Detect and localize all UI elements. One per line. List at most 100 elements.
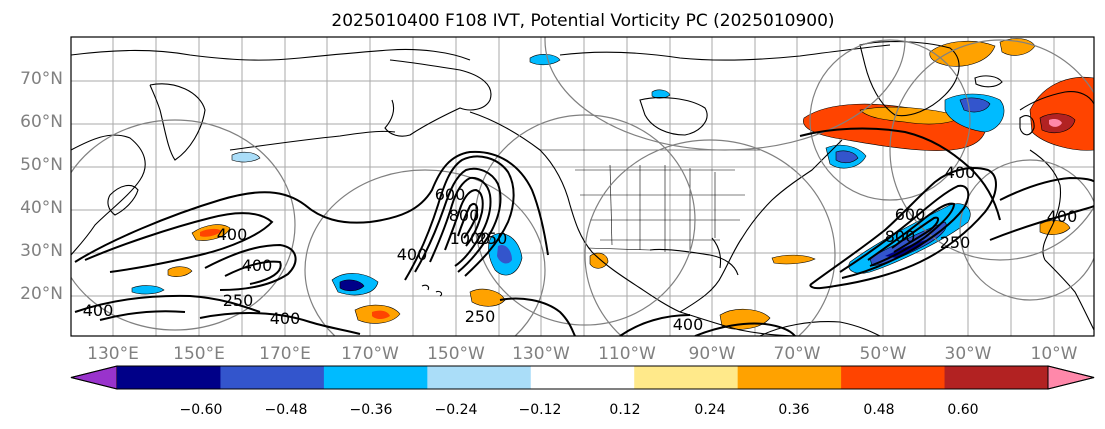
pv-shade-westpacific-red [200, 228, 222, 237]
ivt-contour-400-south [199, 312, 361, 335]
pv-shade-alaska-lightblue [231, 151, 261, 163]
map-title: 2025010400 F108 IVT, Potential Vorticity… [331, 11, 834, 31]
pv-shade-eastpacific-darkblue [497, 244, 512, 264]
ivt-label: 800 [885, 227, 916, 246]
ivt-contour-600-ar [429, 176, 492, 267]
coast-iceland [974, 75, 1003, 88]
colorbar-bin [220, 366, 325, 389]
ivt-contour-800-atlantic [891, 216, 940, 253]
ivt-label: 400 [1047, 207, 1078, 226]
coast-alaska [384, 59, 492, 137]
lon-label: 50°W [860, 344, 907, 364]
ivt-label: 400 [397, 245, 428, 264]
pv-shade-north-atlantic-orange-rim [859, 106, 961, 125]
colorbar-extend-low [70, 365, 118, 390]
coast-asia-east [71, 134, 146, 256]
ivt-contours [74, 127, 1094, 336]
reference-circle [544, 37, 906, 151]
ivt-contour-600-atlantic [867, 202, 956, 267]
ivt-contour-400-gulf [694, 322, 796, 336]
ivt-contour-250-north-atlantic [799, 127, 1001, 221]
colorbar-tick-label: −0.60 [180, 402, 223, 418]
colorbar-outline [70, 365, 1095, 390]
ivt-label: 800 [449, 206, 480, 225]
coast-south-america-north [759, 321, 881, 336]
colorbar-bin [530, 366, 635, 389]
ivt-label: 400 [83, 301, 114, 320]
pv-shade-mexico-orange [589, 252, 609, 269]
ivt-contour-600-central-pacific [224, 260, 282, 285]
coast-siberia-north [71, 48, 471, 61]
lon-label: 130°E [87, 344, 139, 364]
ivt-contour-250-ar-outer [404, 155, 515, 281]
colorbar-bin [737, 366, 842, 389]
colorbar-bin [323, 366, 428, 389]
reference-circle [959, 159, 1094, 301]
lon-label: 170°W [341, 344, 399, 364]
pv-shade-westpacific-small-orange [167, 266, 193, 277]
colorbar-extend-high [1047, 365, 1095, 390]
ivt-contour-labels: 400 400 400 250 400 400 600 800 1000 250… [83, 163, 1078, 334]
lon-label: 70°W [774, 344, 821, 364]
colorbar-tick-label: −0.12 [519, 402, 562, 418]
pv-shade-arctic-blue [529, 54, 561, 66]
reference-circle [584, 139, 836, 336]
lat-label: 20°N [20, 284, 63, 304]
coast-japan [107, 184, 139, 216]
reference-circle [889, 39, 1094, 261]
ivt-label: 250 [223, 291, 254, 310]
ivt-label: 600 [435, 185, 466, 204]
coast-north-america-east [679, 139, 843, 313]
colorbar-tick-label: 0.48 [863, 402, 894, 418]
coast-uk [1019, 115, 1035, 136]
ivt-contour-250-europe [989, 205, 1094, 241]
coastlines [71, 41, 1094, 336]
ivt-label: 600 [895, 205, 926, 224]
ivt-contour-400-central-pacific [204, 243, 297, 291]
colorbar-tick-label: −0.24 [435, 402, 478, 418]
coast-hudson-bay [639, 97, 708, 136]
lat-label: 30°N [20, 241, 63, 261]
lon-label: 30°W [945, 344, 992, 364]
coast-canada-arctic [559, 44, 891, 61]
map-frame [70, 36, 1095, 337]
coast-greenland [859, 41, 960, 117]
ivt-label: 400 [270, 309, 301, 328]
reference-circles [71, 37, 1094, 336]
lat-label: 60°N [20, 112, 63, 132]
latitude-labels: 70°N 60°N 50°N 40°N 30°N 20°N [20, 69, 63, 304]
colorbar-bin [634, 366, 739, 389]
ivt-label: 1000 [450, 229, 491, 248]
colorbar-tick-label: 0.24 [694, 402, 725, 418]
ivt-contour-250-southwest [74, 294, 261, 313]
pv-shade-midpacific-navy [339, 279, 365, 292]
pv-shade-caribbean-orange [771, 254, 816, 265]
ivt-contour-400-ar [414, 167, 502, 273]
colorbar-tick-label: 0.60 [947, 402, 978, 418]
reference-circle [71, 119, 296, 331]
ivt-contour-400-southwest [99, 310, 186, 321]
ivt-label: 400 [673, 315, 704, 334]
ivt-contour-800-ar [444, 188, 484, 251]
ivt-contour-400-europe [999, 176, 1094, 201]
colorbar-tick-label: −0.48 [265, 402, 308, 418]
lon-label: 150°E [173, 344, 225, 364]
state-line [609, 164, 613, 246]
ivt-label: 400 [217, 225, 248, 244]
lat-label: 50°N [20, 155, 63, 175]
ivt-contour-400-atlantic [839, 184, 970, 279]
ivt-contour-250-atlantic-outer [809, 167, 997, 290]
colorbar-bin [944, 366, 1049, 389]
colorbar-tick-label: 0.12 [609, 402, 640, 418]
reference-circle [809, 39, 971, 201]
lon-label: 90°W [689, 344, 736, 364]
coast-kamchatka [149, 83, 206, 161]
ivt-label: 400 [945, 163, 976, 182]
ivt-label: 250 [940, 233, 971, 252]
colorbar [70, 365, 1095, 390]
lat-label: 40°N [20, 198, 63, 218]
reference-circle [304, 169, 546, 336]
lon-label: 150°W [427, 344, 485, 364]
colorbar-bin [427, 366, 532, 389]
